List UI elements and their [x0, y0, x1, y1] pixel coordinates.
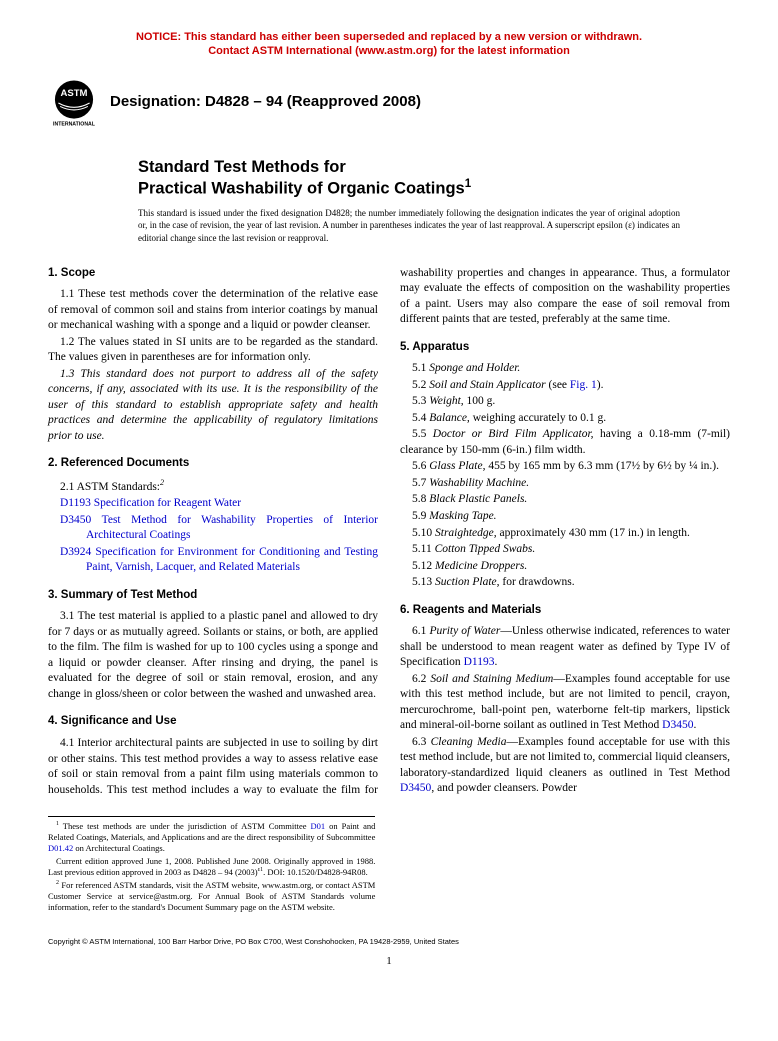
designation-text: Designation: D4828 – 94 (Reapproved 2008…	[110, 92, 421, 112]
ref-link[interactable]: D1193	[60, 497, 91, 509]
summary-p1: 3.1 The test material is applied to a pl…	[48, 609, 378, 702]
summary-heading: 3. Summary of Test Method	[48, 588, 378, 604]
apparatus-5-6: 5.6 Glass Plate, 455 by 165 mm by 6.3 mm…	[400, 459, 730, 475]
svg-text:INTERNATIONAL: INTERNATIONAL	[53, 121, 96, 127]
fig-link[interactable]: Fig. 1	[570, 379, 597, 391]
title-line-1: Standard Test Methods for	[138, 157, 730, 178]
apparatus-5-12: 5.12 Medicine Droppers.	[400, 559, 730, 575]
footnote-1: 1 These test methods are under the juris…	[48, 821, 375, 854]
copyright-text: Copyright © ASTM International, 100 Barr…	[48, 937, 730, 947]
page-number: 1	[48, 954, 730, 969]
issuance-note: This standard is issued under the fixed …	[138, 207, 680, 243]
document-page: NOTICE: This standard has either been su…	[0, 0, 778, 988]
astm-logo: ASTM INTERNATIONAL	[48, 77, 100, 129]
apparatus-5-4: 5.4 Balance, weighing accurately to 0.1 …	[400, 411, 730, 427]
reagents-p3: 6.3 Cleaning Media—Examples found accept…	[400, 735, 730, 797]
footnotes-block: 1 These test methods are under the juris…	[48, 816, 375, 913]
ref-d1193: D1193 Specification for Reagent Water	[48, 496, 378, 512]
scope-p2: 1.2 The values stated in SI units are to…	[48, 335, 378, 366]
footnote-1b: Current edition approved June 1, 2008. P…	[48, 856, 375, 878]
scope-p1: 1.1 These test methods cover the determi…	[48, 287, 378, 334]
apparatus-heading: 5. Apparatus	[400, 340, 730, 356]
ref-link[interactable]: D01.42	[48, 843, 73, 853]
referenced-intro: 2.1 ASTM Standards:2	[48, 478, 378, 495]
apparatus-5-13: 5.13 Suction Plate, for drawdowns.	[400, 575, 730, 591]
title-line-2: Practical Washability of Organic Coating…	[138, 177, 730, 199]
ref-link[interactable]: D3450	[400, 782, 431, 794]
apparatus-5-5: 5.5 Doctor or Bird Film Applicator, havi…	[400, 427, 730, 458]
scope-heading: 1. Scope	[48, 266, 378, 282]
header-row: ASTM INTERNATIONAL Designation: D4828 – …	[48, 77, 730, 129]
ref-link[interactable]: D01	[310, 821, 325, 831]
reagents-p1: 6.1 Purity of Water—Unless otherwise ind…	[400, 624, 730, 671]
apparatus-5-7: 5.7 Washability Machine.	[400, 476, 730, 492]
significance-heading: 4. Significance and Use	[48, 714, 378, 730]
apparatus-5-8: 5.8 Black Plastic Panels.	[400, 492, 730, 508]
ref-link[interactable]: D1193	[464, 656, 495, 668]
scope-p3: 1.3 This standard does not purport to ad…	[48, 367, 378, 445]
apparatus-5-3: 5.3 Weight, 100 g.	[400, 394, 730, 410]
apparatus-5-2: 5.2 Soil and Stain Applicator (see Fig. …	[400, 378, 730, 394]
referenced-heading: 2. Referenced Documents	[48, 456, 378, 472]
apparatus-5-10: 5.10 Straightedge, approximately 430 mm …	[400, 526, 730, 542]
body-columns: 1. Scope 1.1 These test methods cover th…	[48, 266, 730, 798]
title-block: Standard Test Methods for Practical Wash…	[138, 157, 730, 200]
ref-d3924: D3924 Specification for Environment for …	[48, 545, 378, 576]
reagents-heading: 6. Reagents and Materials	[400, 603, 730, 619]
ref-link[interactable]: D3450	[60, 514, 91, 526]
apparatus-5-1: 5.1 Sponge and Holder.	[400, 361, 730, 377]
notice-line-2: Contact ASTM International (www.astm.org…	[208, 45, 570, 57]
ref-d3450: D3450 Test Method for Washability Proper…	[48, 513, 378, 544]
notice-line-1: NOTICE: This standard has either been su…	[136, 31, 642, 43]
ref-link[interactable]: D3450	[662, 719, 693, 731]
reagents-p2: 6.2 Soil and Staining Medium—Examples fo…	[400, 672, 730, 734]
apparatus-5-11: 5.11 Cotton Tipped Swabs.	[400, 542, 730, 558]
ref-link[interactable]: D3924	[60, 546, 91, 558]
apparatus-5-9: 5.9 Masking Tape.	[400, 509, 730, 525]
svg-text:ASTM: ASTM	[61, 88, 88, 99]
notice-banner: NOTICE: This standard has either been su…	[48, 30, 730, 59]
footnote-2: 2 For referenced ASTM standards, visit t…	[48, 880, 375, 913]
